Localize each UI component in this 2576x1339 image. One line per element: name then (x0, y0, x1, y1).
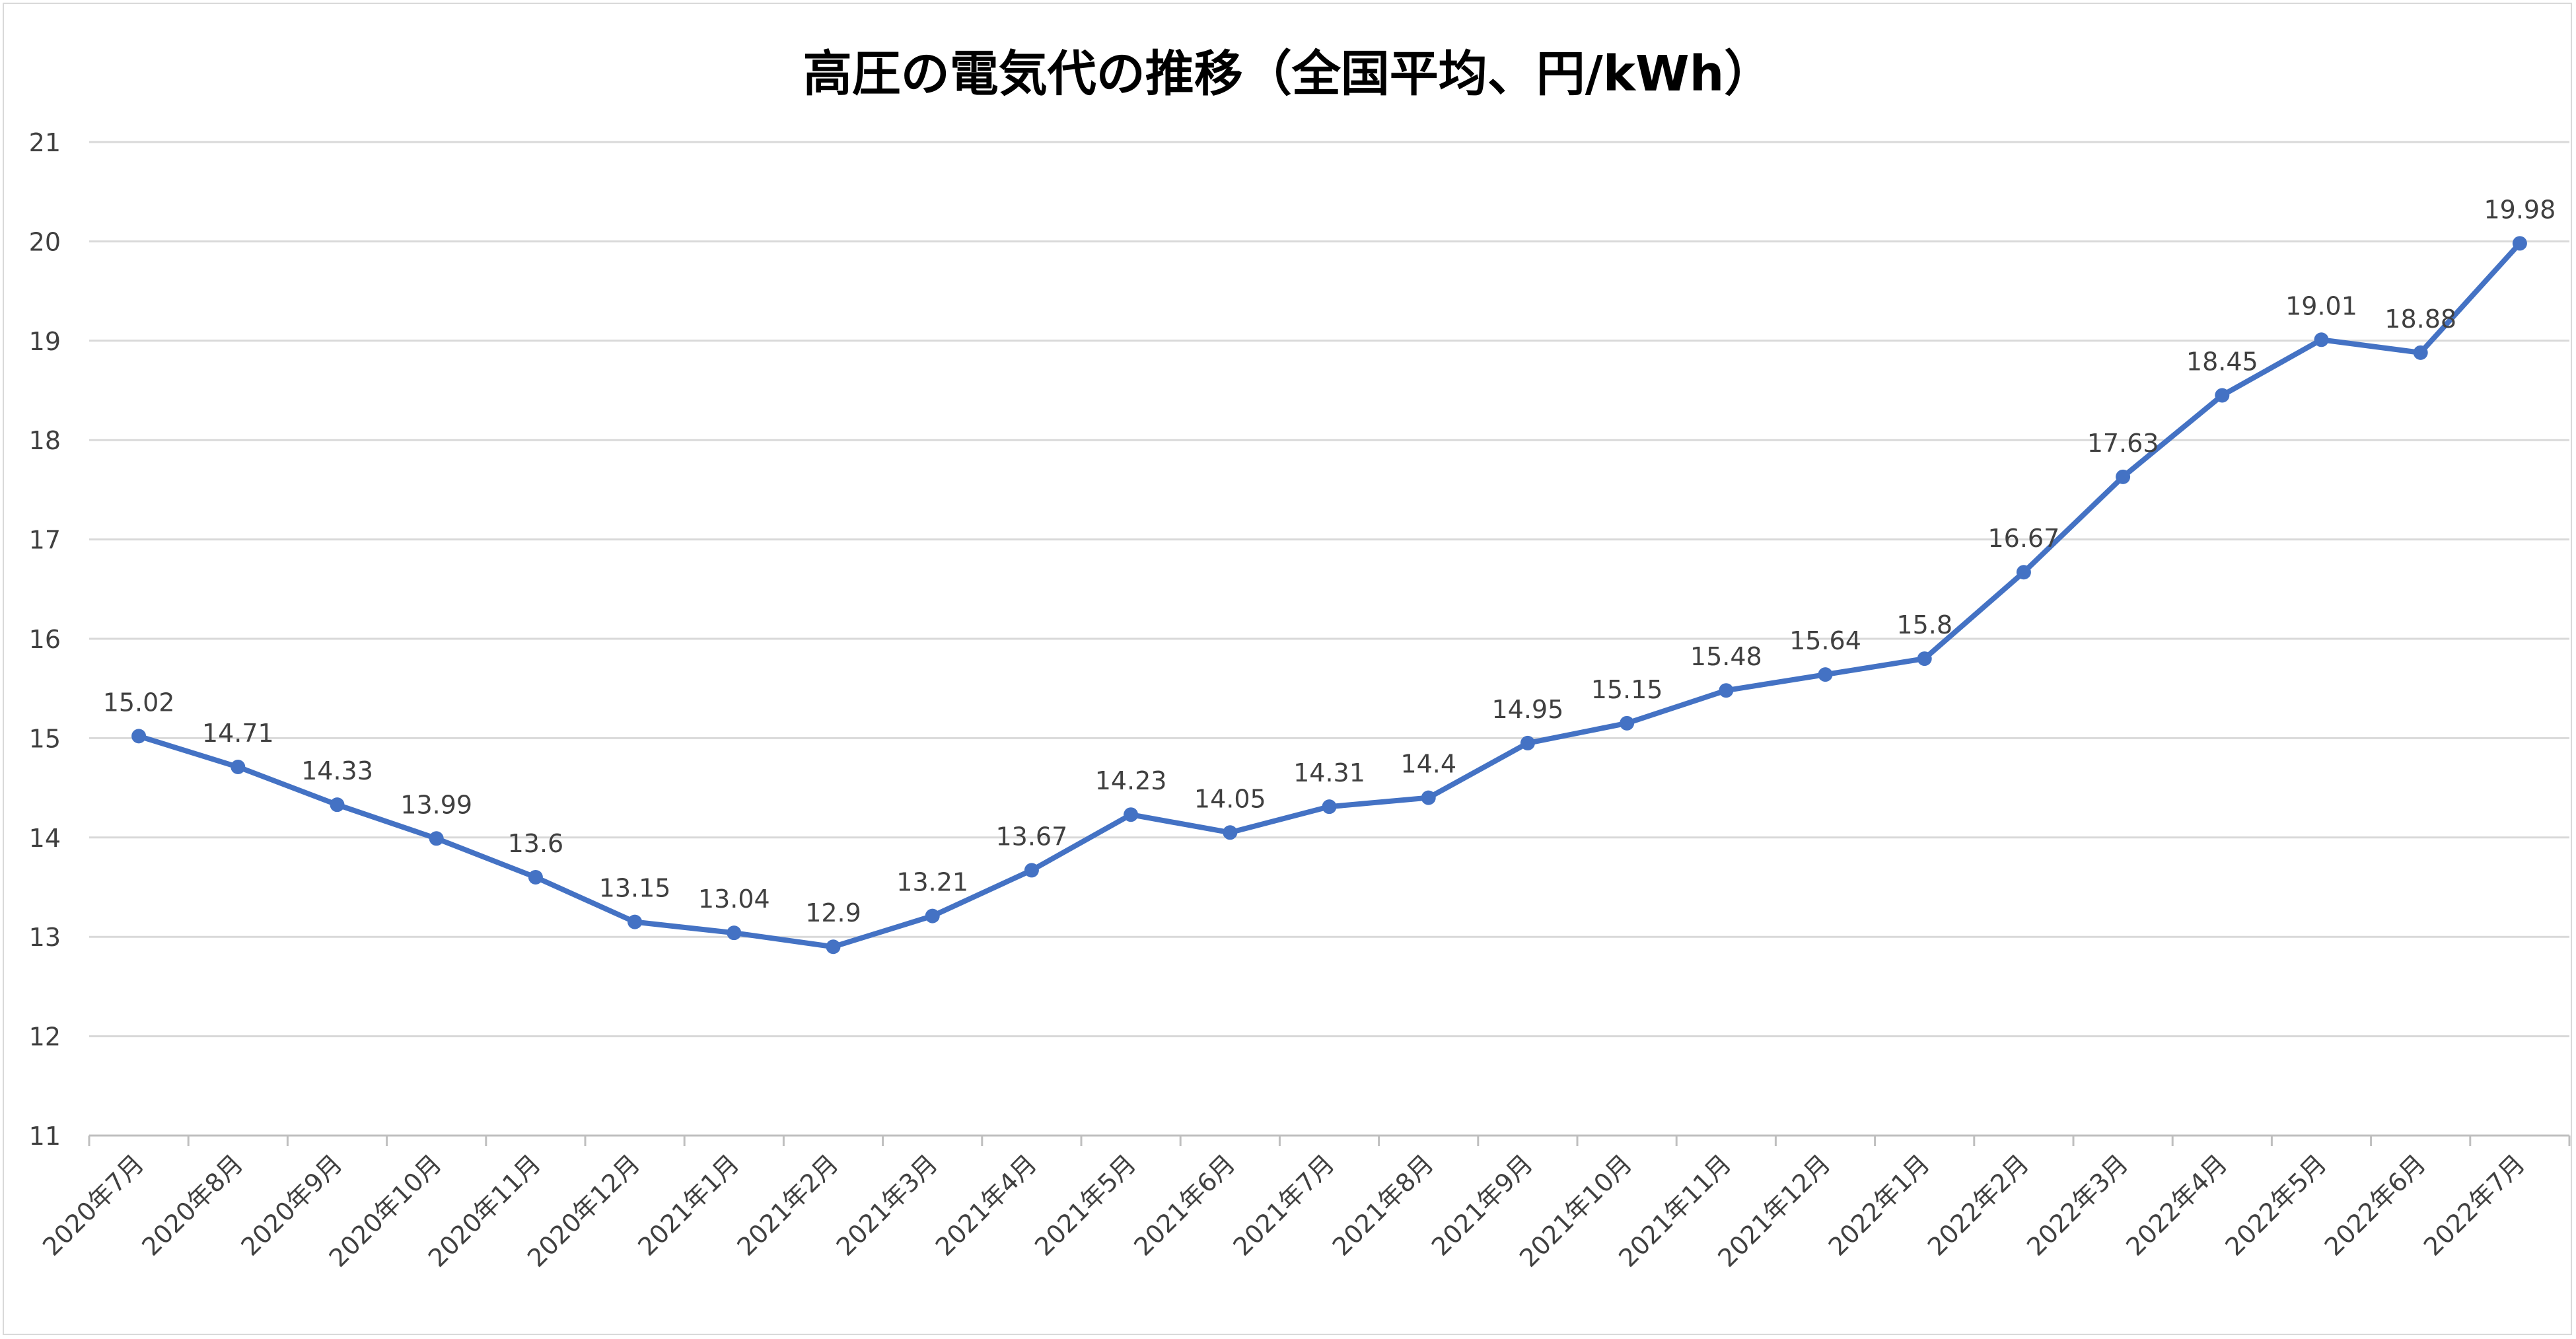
data-point (1719, 683, 1734, 698)
data-point (1520, 735, 1535, 750)
data-label: 15.15 (1591, 675, 1663, 704)
data-point (2413, 345, 2428, 360)
data-point (2314, 332, 2329, 347)
y-tick-label: 14 (29, 824, 61, 853)
data-label: 14.4 (1400, 750, 1456, 779)
x-tick-label: 2021年5月 (1029, 1149, 1141, 1261)
data-label: 15.8 (1896, 610, 1952, 639)
y-tick-label: 13 (29, 923, 61, 952)
y-tick-label: 17 (29, 526, 61, 555)
data-point (2512, 236, 2527, 251)
x-tick-label: 2021年1月 (632, 1149, 744, 1261)
data-label: 12.9 (805, 898, 861, 927)
data-label: 18.88 (2384, 305, 2456, 334)
series-line (136, 240, 2522, 950)
data-point (1322, 799, 1337, 814)
data-point (131, 729, 147, 744)
data-label: 13.15 (599, 874, 671, 903)
y-tick-label: 11 (29, 1122, 61, 1151)
data-label: 13.99 (400, 790, 472, 819)
data-point (627, 914, 643, 929)
x-tick-label: 2022年5月 (2220, 1149, 2332, 1261)
chart-title: 高圧の電気代の推移（全国平均、円/kWh） (803, 46, 1773, 102)
y-tick-label: 21 (29, 128, 61, 157)
x-tick-label: 2020年8月 (136, 1149, 248, 1261)
data-point (1917, 651, 1932, 667)
data-label: 13.21 (896, 868, 968, 897)
data-label: 14.23 (1095, 766, 1167, 795)
x-tick-label: 2021年3月 (831, 1149, 943, 1261)
data-point (1124, 807, 1139, 822)
y-tick-label: 20 (29, 227, 61, 256)
data-label: 14.95 (1492, 695, 1564, 724)
data-point (1818, 667, 1833, 682)
data-label: 14.05 (1194, 784, 1266, 813)
x-tick-label: 2021年4月 (930, 1149, 1042, 1261)
chart-frame (3, 3, 2572, 1335)
data-label: 14.33 (301, 756, 373, 785)
x-tick-label: 2022年2月 (1922, 1149, 2034, 1261)
data-label: 17.63 (2087, 429, 2159, 458)
data-point (727, 925, 742, 941)
data-point (330, 797, 345, 813)
y-tick-label: 15 (29, 724, 61, 753)
data-label: 14.31 (1293, 758, 1365, 787)
x-tick-label: 2020年7月 (37, 1149, 149, 1261)
x-tick-label: 2022年3月 (2021, 1149, 2133, 1261)
x-tick-label: 2021年6月 (1128, 1149, 1240, 1261)
data-point (1620, 715, 1635, 731)
data-point (2215, 388, 2230, 403)
x-tick-label: 2022年1月 (1823, 1149, 1935, 1261)
data-label: 14.71 (202, 719, 274, 748)
data-label: 18.45 (2186, 347, 2258, 377)
data-label: 15.02 (103, 688, 175, 717)
data-point (2016, 565, 2031, 580)
y-tick-label: 16 (29, 625, 61, 654)
data-point (1024, 863, 1039, 878)
x-tick-label: 2022年4月 (2120, 1149, 2233, 1261)
x-tick-label: 2021年7月 (1228, 1149, 1340, 1261)
data-label: 19.01 (2285, 291, 2357, 320)
data-point (2116, 469, 2131, 484)
data-label: 16.67 (1988, 524, 2060, 553)
data-point (925, 908, 940, 923)
x-tick-label: 2022年7月 (2418, 1149, 2530, 1261)
data-point (528, 869, 543, 885)
y-tick-label: 18 (29, 426, 61, 455)
data-label: 13.6 (508, 829, 564, 858)
data-point (826, 939, 841, 955)
y-tick-label: 19 (29, 327, 61, 356)
data-label: 13.04 (698, 885, 770, 914)
y-tick-label: 12 (29, 1023, 61, 1052)
x-tick-label: 2022年6月 (2319, 1149, 2431, 1261)
data-label: 15.48 (1690, 642, 1762, 671)
x-tick-label: 2021年2月 (732, 1149, 844, 1261)
data-point (231, 760, 246, 775)
data-point (1223, 825, 1238, 840)
x-tick-label: 2021年8月 (1327, 1149, 1439, 1261)
data-point (429, 831, 444, 846)
data-point (1421, 790, 1436, 805)
data-label: 19.98 (2484, 195, 2556, 224)
data-label: 15.64 (1789, 626, 1861, 655)
data-label: 13.67 (996, 822, 1068, 851)
